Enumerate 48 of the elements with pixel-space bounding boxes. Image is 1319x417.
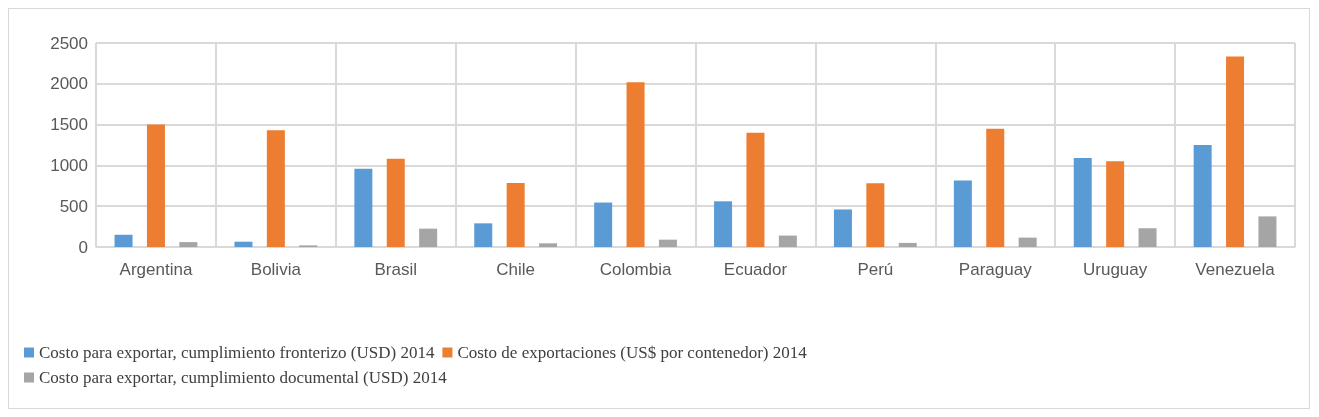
bar [146,124,165,247]
x-tick-label: Brasil [374,260,418,279]
bar [1138,228,1157,247]
bar [1073,158,1092,247]
x-tick-label: Ecuador [723,260,788,279]
y-tick-label: 500 [59,196,88,216]
x-tick-label: Colombia [599,260,672,279]
bar [626,82,645,247]
bar [386,158,405,247]
x-tick-label: Paraguay [958,260,1033,279]
bar [1193,145,1212,247]
bar [1258,216,1277,247]
bar [506,182,525,247]
bar [539,243,558,247]
y-tick-label: 1500 [50,115,88,135]
y-tick-label: 2500 [50,33,88,53]
legend-label: Costo para exportar, cumplimiento fronterizo (USD) 2014 [39,343,435,362]
bar [833,209,852,247]
x-tick-label: Perú [857,260,894,279]
bar [419,228,438,247]
bar [179,242,198,247]
bar [866,183,885,247]
legend-label: Costo para exportar, cumplimiento documental (USD) 2014 [39,368,448,387]
y-tick-label: 1000 [50,155,88,175]
bar [746,132,765,247]
y-tick-label: 0 [78,237,88,257]
bar [354,168,373,247]
legend-label: Costo de exportaciones (US$ por contenedor) 2014 [457,343,808,362]
bar [234,241,253,247]
bar [898,242,917,247]
bar [1018,237,1037,247]
bar [114,234,133,247]
bar [714,201,733,247]
bar [474,223,493,247]
bar [986,128,1005,247]
x-tick-label: Uruguay [1083,260,1148,279]
bar [778,235,797,247]
x-tick-label: Argentina [119,260,193,279]
x-tick-label: Chile [496,260,536,279]
bar [594,202,613,247]
bar [953,180,972,247]
y-tick-label: 2000 [50,74,88,94]
bar [658,239,677,247]
bar [1226,56,1245,247]
bar [1106,161,1125,247]
x-tick-label: Venezuela [1195,260,1276,279]
bar [266,130,285,247]
x-tick-label: Bolivia [250,260,302,279]
